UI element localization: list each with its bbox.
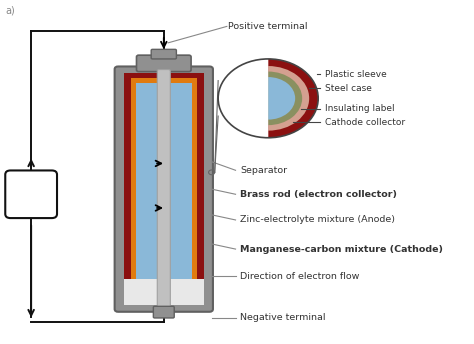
FancyBboxPatch shape bbox=[151, 49, 176, 59]
Text: Manganese-carbon mixture (Cathode): Manganese-carbon mixture (Cathode) bbox=[240, 245, 443, 254]
Wedge shape bbox=[268, 59, 318, 138]
Bar bbox=[124, 73, 204, 295]
Bar bbox=[131, 78, 197, 292]
Text: Device: Device bbox=[13, 189, 49, 199]
Text: Zinc-electrolyte mixture (Anode): Zinc-electrolyte mixture (Anode) bbox=[240, 215, 395, 225]
Text: Insulating label: Insulating label bbox=[325, 104, 394, 113]
Text: Direction of electron flow: Direction of electron flow bbox=[240, 272, 359, 281]
FancyBboxPatch shape bbox=[5, 171, 57, 218]
Text: Negative terminal: Negative terminal bbox=[240, 313, 325, 322]
FancyBboxPatch shape bbox=[115, 66, 213, 312]
Text: a): a) bbox=[5, 6, 15, 16]
FancyBboxPatch shape bbox=[154, 306, 174, 318]
Text: Brass rod (electron collector): Brass rod (electron collector) bbox=[240, 190, 397, 199]
Bar bbox=[136, 83, 191, 289]
Text: Positive terminal: Positive terminal bbox=[228, 22, 308, 31]
FancyBboxPatch shape bbox=[157, 69, 170, 309]
Wedge shape bbox=[268, 77, 295, 120]
FancyBboxPatch shape bbox=[137, 55, 191, 72]
Wedge shape bbox=[268, 72, 302, 125]
Text: Steel case: Steel case bbox=[325, 84, 372, 93]
Wedge shape bbox=[268, 66, 309, 131]
Text: Cathode collector: Cathode collector bbox=[325, 118, 405, 127]
Text: Separator: Separator bbox=[240, 166, 287, 175]
Text: Plastic sleeve: Plastic sleeve bbox=[325, 70, 386, 79]
Wedge shape bbox=[218, 59, 268, 138]
Bar bbox=[124, 279, 204, 304]
